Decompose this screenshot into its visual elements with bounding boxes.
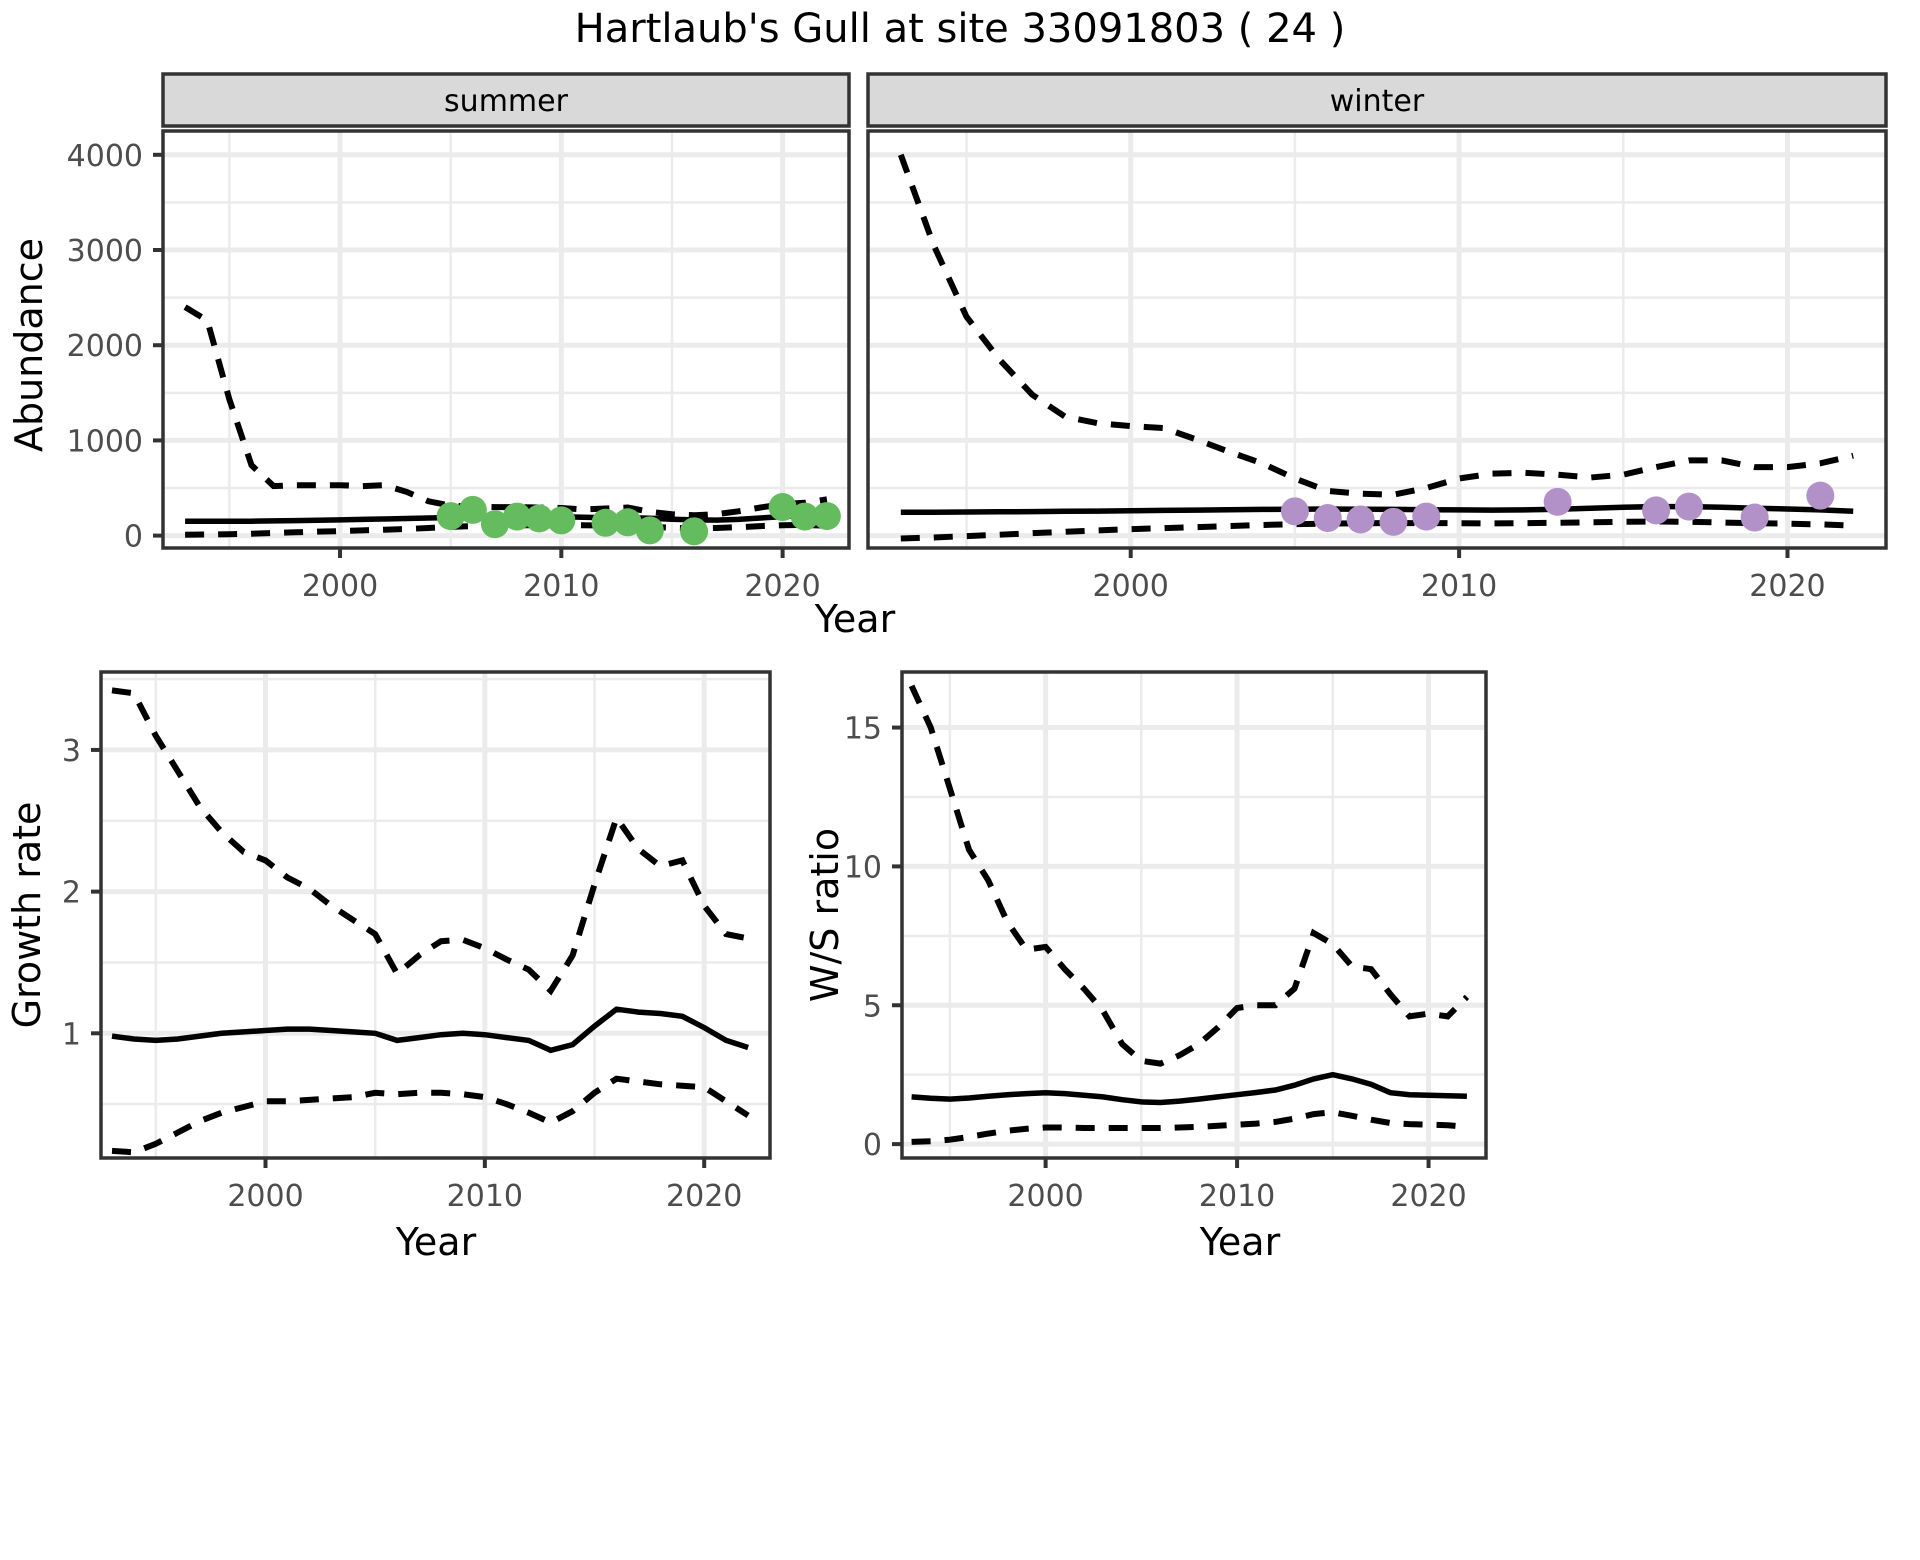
panel-growth-rate: 1 2 3 2000 2010 2020 (62, 670, 772, 1214)
data-point (503, 502, 532, 531)
series-lower-ci (900, 518, 1854, 542)
panel-border (161, 129, 851, 550)
y-axis-title-abundance: Abundance (7, 238, 51, 452)
data-point (480, 510, 509, 539)
data-point (1674, 492, 1703, 521)
series-fitted (111, 1006, 749, 1054)
series-upper-ci (183, 304, 828, 519)
y-axis-title-ws: W/S ratio (803, 828, 847, 1002)
data-point (812, 502, 841, 531)
x-tick-label: 2010 (1199, 1179, 1275, 1214)
x-tick-label: 2000 (302, 569, 378, 604)
y-tick-label: 4000 (67, 139, 143, 174)
facet-strip (866, 72, 1888, 128)
x-tick-label: 2020 (666, 1179, 742, 1214)
data-point (768, 493, 797, 522)
y-tick-label: 0 (124, 520, 143, 555)
panel-background (163, 131, 849, 548)
y-tick-label: 0 (863, 1128, 882, 1163)
page-title: Hartlaub's Gull at site 33091803 ( 24 ) (574, 6, 1346, 52)
y-tick-label: 1000 (67, 424, 143, 459)
data-point (547, 506, 576, 535)
series-fitted (911, 1071, 1467, 1106)
x-tick-label: 2010 (523, 569, 599, 604)
series-upper-ci (908, 684, 1470, 1067)
data-point (613, 508, 642, 537)
x-tick-label: 2020 (744, 569, 820, 604)
data-point (1280, 497, 1309, 526)
data-point (1346, 505, 1375, 534)
data-point (1313, 504, 1342, 533)
facet-strip-label: winter (1330, 84, 1425, 119)
panel-border (99, 670, 772, 1160)
data-point (635, 516, 664, 545)
panel-abundance-winter: winter 2000 2010 2020 (866, 72, 1888, 604)
panel-background (868, 131, 1886, 548)
y-tick-label: 2000 (67, 329, 143, 364)
panel-abundance-summer: summer 0 1000 2000 3000 4000 2000 2010 2020 (67, 72, 851, 604)
y-tick-label: 2 (62, 876, 81, 911)
data-point (1412, 502, 1441, 531)
series-lower-ci (911, 1109, 1468, 1145)
data-point (1806, 481, 1835, 510)
x-tick-label: 2010 (1421, 569, 1497, 604)
data-point (790, 502, 819, 531)
x-axis-title-year-top: Year (814, 597, 896, 641)
data-point (1642, 496, 1671, 525)
series-lower-ci (111, 1075, 750, 1156)
x-tick-label: 2000 (227, 1179, 303, 1214)
facet-strip-label: summer (444, 84, 569, 119)
x-tick-label: 2000 (1093, 569, 1169, 604)
data-point (1740, 503, 1769, 532)
data-point (525, 504, 554, 533)
x-tick-label: 2010 (447, 1179, 523, 1214)
data-point (680, 517, 709, 546)
panel-border (866, 129, 1888, 550)
x-tick-label: 2020 (1749, 569, 1825, 604)
x-axis-title-year-bl: Year (395, 1220, 477, 1264)
y-tick-label: 3 (62, 734, 81, 769)
facet-strip (161, 72, 851, 128)
series-lower-ci (185, 521, 827, 538)
data-point (436, 502, 465, 531)
x-tick-label: 2020 (1390, 1179, 1466, 1214)
series-upper-ci (111, 687, 749, 996)
data-point (591, 508, 620, 537)
data-point (1379, 507, 1408, 536)
y-tick-label: 10 (844, 850, 882, 885)
panel-border (900, 670, 1488, 1160)
panel-ws-ratio: 0 5 10 15 2000 2010 2020 (844, 670, 1488, 1214)
data-point (458, 495, 487, 524)
y-tick-label: 5 (863, 989, 882, 1024)
data-point (1543, 487, 1572, 516)
series-upper-ci (897, 153, 1854, 498)
y-tick-label: 1 (62, 1017, 81, 1052)
y-axis-title-growth: Growth rate (5, 802, 49, 1029)
panel-background (902, 672, 1486, 1158)
x-axis-title-year-br: Year (1199, 1220, 1281, 1264)
panel-background (101, 672, 770, 1158)
x-tick-label: 2000 (1007, 1179, 1083, 1214)
y-tick-label: 3000 (67, 234, 143, 269)
y-tick-label: 15 (844, 712, 882, 747)
